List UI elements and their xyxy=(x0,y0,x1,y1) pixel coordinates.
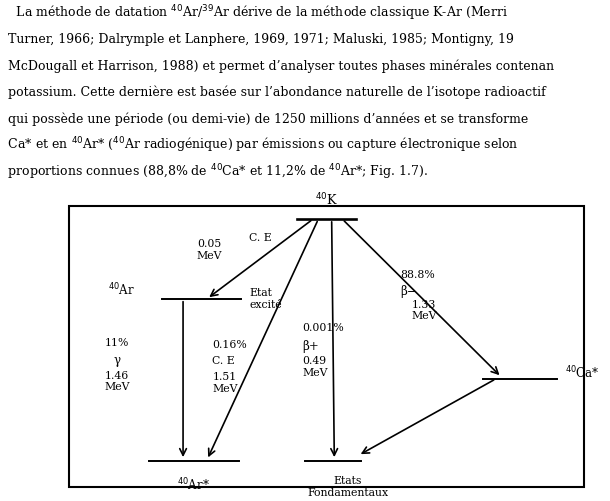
Text: $^{40}$K: $^{40}$K xyxy=(315,192,338,209)
Text: La méthode de datation $^{40}$Ar/$^{39}$Ar dérive de la méthode classique K-Ar (: La méthode de datation $^{40}$Ar/$^{39}$… xyxy=(0,4,508,23)
Text: C. E: C. E xyxy=(212,356,235,366)
Text: $^{40}$Ar: $^{40}$Ar xyxy=(109,282,135,298)
Text: 0.16%: 0.16% xyxy=(212,340,247,350)
Text: β+: β+ xyxy=(303,340,319,353)
Text: 88.8%: 88.8% xyxy=(401,270,436,280)
Text: $^{40}$Ca*: $^{40}$Ca* xyxy=(565,364,600,381)
Text: 1.51
MeV: 1.51 MeV xyxy=(212,372,238,394)
Text: potassium. Cette dernière est basée sur l’abondance naturelle de l’isotope radio: potassium. Cette dernière est basée sur … xyxy=(0,86,546,99)
Text: Etat
excité: Etat excité xyxy=(249,288,282,310)
Text: proportions connues (88,8% de $^{40}$Ca* et 11,2% de $^{40}$Ar*; Fig. 1.7).: proportions connues (88,8% de $^{40}$Ca*… xyxy=(0,162,428,182)
Text: 1.46
MeV: 1.46 MeV xyxy=(104,371,129,392)
Text: 0.49
MeV: 0.49 MeV xyxy=(303,356,328,378)
Text: qui possède une période (ou demi-vie) de 1250 millions d’années et se transforme: qui possède une période (ou demi-vie) de… xyxy=(0,112,528,126)
Text: 1.33
MeV: 1.33 MeV xyxy=(411,300,437,322)
Text: 0.05
MeV: 0.05 MeV xyxy=(197,239,223,261)
Text: 11%: 11% xyxy=(104,338,129,348)
Text: Ca* et en $^{40}$Ar* ($^{40}$Ar radiogénique) par émissions ou capture électroni: Ca* et en $^{40}$Ar* ($^{40}$Ar radiogén… xyxy=(0,136,518,155)
Text: β−: β− xyxy=(401,285,417,298)
Text: $^{40}$Ar*: $^{40}$Ar* xyxy=(178,476,210,493)
Text: Etats
Fondamentaux: Etats Fondamentaux xyxy=(307,476,388,498)
Text: 0.001%: 0.001% xyxy=(303,324,344,333)
Text: McDougall et Harrison, 1988) et permet d’analyser toutes phases minérales conten: McDougall et Harrison, 1988) et permet d… xyxy=(0,60,554,73)
Text: C. E: C. E xyxy=(249,233,271,243)
Text: Turner, 1966; Dalrymple et Lanphere, 1969, 1971; Maluski, 1985; Montigny, 19: Turner, 1966; Dalrymple et Lanphere, 196… xyxy=(0,33,514,46)
Text: γ: γ xyxy=(113,354,120,367)
